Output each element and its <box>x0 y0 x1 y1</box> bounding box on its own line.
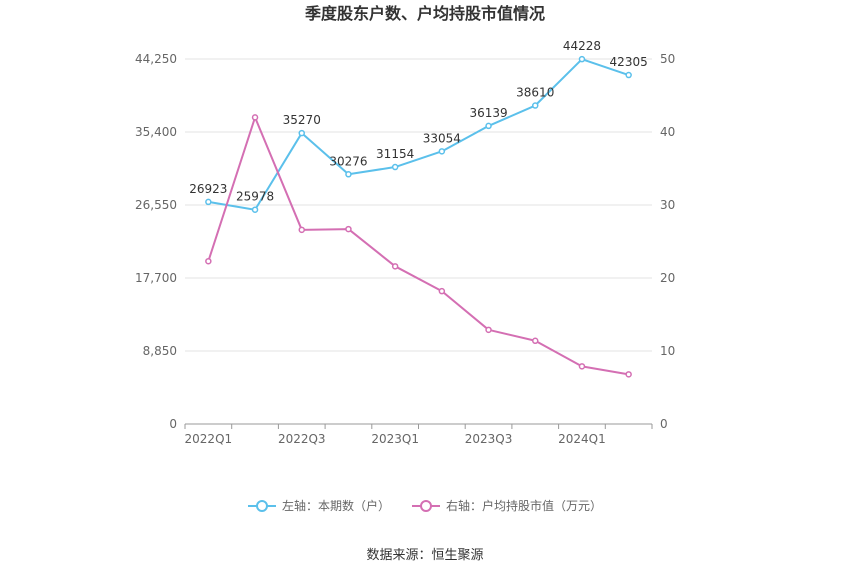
series-1-point <box>205 198 212 206</box>
left-tick-label: 26,550 <box>135 198 177 212</box>
x-tick-label: 2023Q3 <box>465 432 513 446</box>
series-layer: 26923 25978 35270 30276 31154 33054 36139 38610… <box>189 39 648 378</box>
right-tick-label: 20 <box>660 271 675 285</box>
legend-swatch-marker <box>420 500 432 512</box>
x-tick-label: 2022Q3 <box>278 432 326 446</box>
series-2-point <box>485 326 492 334</box>
series-2-point <box>251 114 259 121</box>
series-2-point <box>205 257 212 265</box>
data-label: 30276 <box>329 154 367 168</box>
left-axis-ticks: 0 8,850 17,700 26,550 35,400 44,250 <box>135 52 177 431</box>
right-axis-ticks: 0 10 20 30 40 50 <box>660 52 675 431</box>
data-label: 25978 <box>236 190 274 204</box>
left-tick-label: 0 <box>169 417 177 431</box>
right-tick-label: 30 <box>660 198 675 212</box>
legend-swatch-marker <box>256 500 268 512</box>
x-axis-ticks: 2022Q1 2022Q3 2023Q1 2023Q3 2024Q1 <box>184 424 653 446</box>
right-tick-label: 50 <box>660 52 675 66</box>
data-label: 44228 <box>563 39 601 53</box>
left-tick-label: 17,700 <box>135 271 177 285</box>
series-2-point <box>532 337 539 345</box>
series-1-point <box>438 148 446 155</box>
data-label: 31154 <box>376 147 414 161</box>
chart-title: 季度股东户数、户均持股市值情况 <box>304 4 545 23</box>
series-2-point <box>438 287 446 295</box>
series-2-point <box>578 363 586 370</box>
series-line-1 <box>208 58 629 211</box>
data-label: 42305 <box>610 55 648 69</box>
series-2-point <box>298 226 305 234</box>
x-tick-label: 2023Q1 <box>371 432 419 446</box>
series-1-point <box>391 163 399 171</box>
right-tick-label: 0 <box>660 417 668 431</box>
left-tick-label: 8,850 <box>143 344 177 358</box>
series-1-point <box>298 129 305 137</box>
data-label: 33054 <box>423 131 461 145</box>
legend-label: 左轴：本期数（户） <box>282 498 390 513</box>
source-note: 数据来源：恒生聚源 <box>366 548 483 563</box>
series-1-point <box>345 171 352 178</box>
data-label: 38610 <box>516 86 554 100</box>
series-line-2 <box>207 116 629 376</box>
left-tick-label: 35,400 <box>135 125 177 139</box>
right-tick-label: 10 <box>660 344 675 358</box>
series-1-point <box>625 71 632 79</box>
series-1-point <box>532 102 539 109</box>
data-label: 26923 <box>189 182 227 196</box>
x-tick-label: 2022Q1 <box>185 432 233 446</box>
left-tick-label: 44,250 <box>135 52 177 66</box>
right-tick-label: 40 <box>660 125 675 139</box>
legend: 左轴：本期数（户） 右轴：户均持股市值（万元） <box>248 498 602 513</box>
series-1-point <box>485 122 492 130</box>
legend-label: 右轴：户均持股市值（万元） <box>446 498 602 513</box>
series-1-point <box>251 206 259 213</box>
series-1-point <box>578 55 586 63</box>
series-2-point <box>345 225 352 233</box>
series-2-point <box>625 371 632 378</box>
x-tick-label: 2024Q1 <box>558 432 606 446</box>
data-label: 35270 <box>283 113 321 127</box>
data-label: 36139 <box>469 106 507 120</box>
series-2-point <box>391 263 399 270</box>
